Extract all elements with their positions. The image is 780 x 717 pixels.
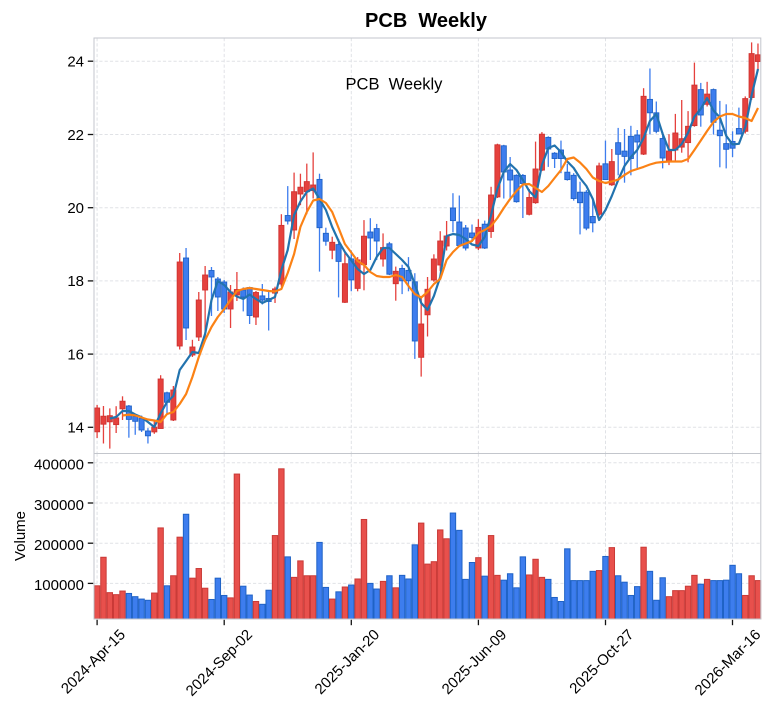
svg-text:22: 22 [67,127,84,144]
svg-text:300000: 300000 [34,497,84,514]
svg-text:PCB Weekly: PCB Weekly [365,10,488,32]
svg-text:18: 18 [67,273,84,290]
svg-text:14: 14 [67,420,84,437]
svg-text:200000: 200000 [34,537,84,554]
svg-text:400000: 400000 [34,457,84,474]
svg-text:Volume: Volume [12,511,29,561]
svg-text:20: 20 [67,200,84,217]
svg-text:16: 16 [67,346,84,363]
svg-text:PCB Weekly: PCB Weekly [346,76,444,94]
svg-text:100000: 100000 [34,577,84,594]
svg-text:24: 24 [67,54,84,71]
